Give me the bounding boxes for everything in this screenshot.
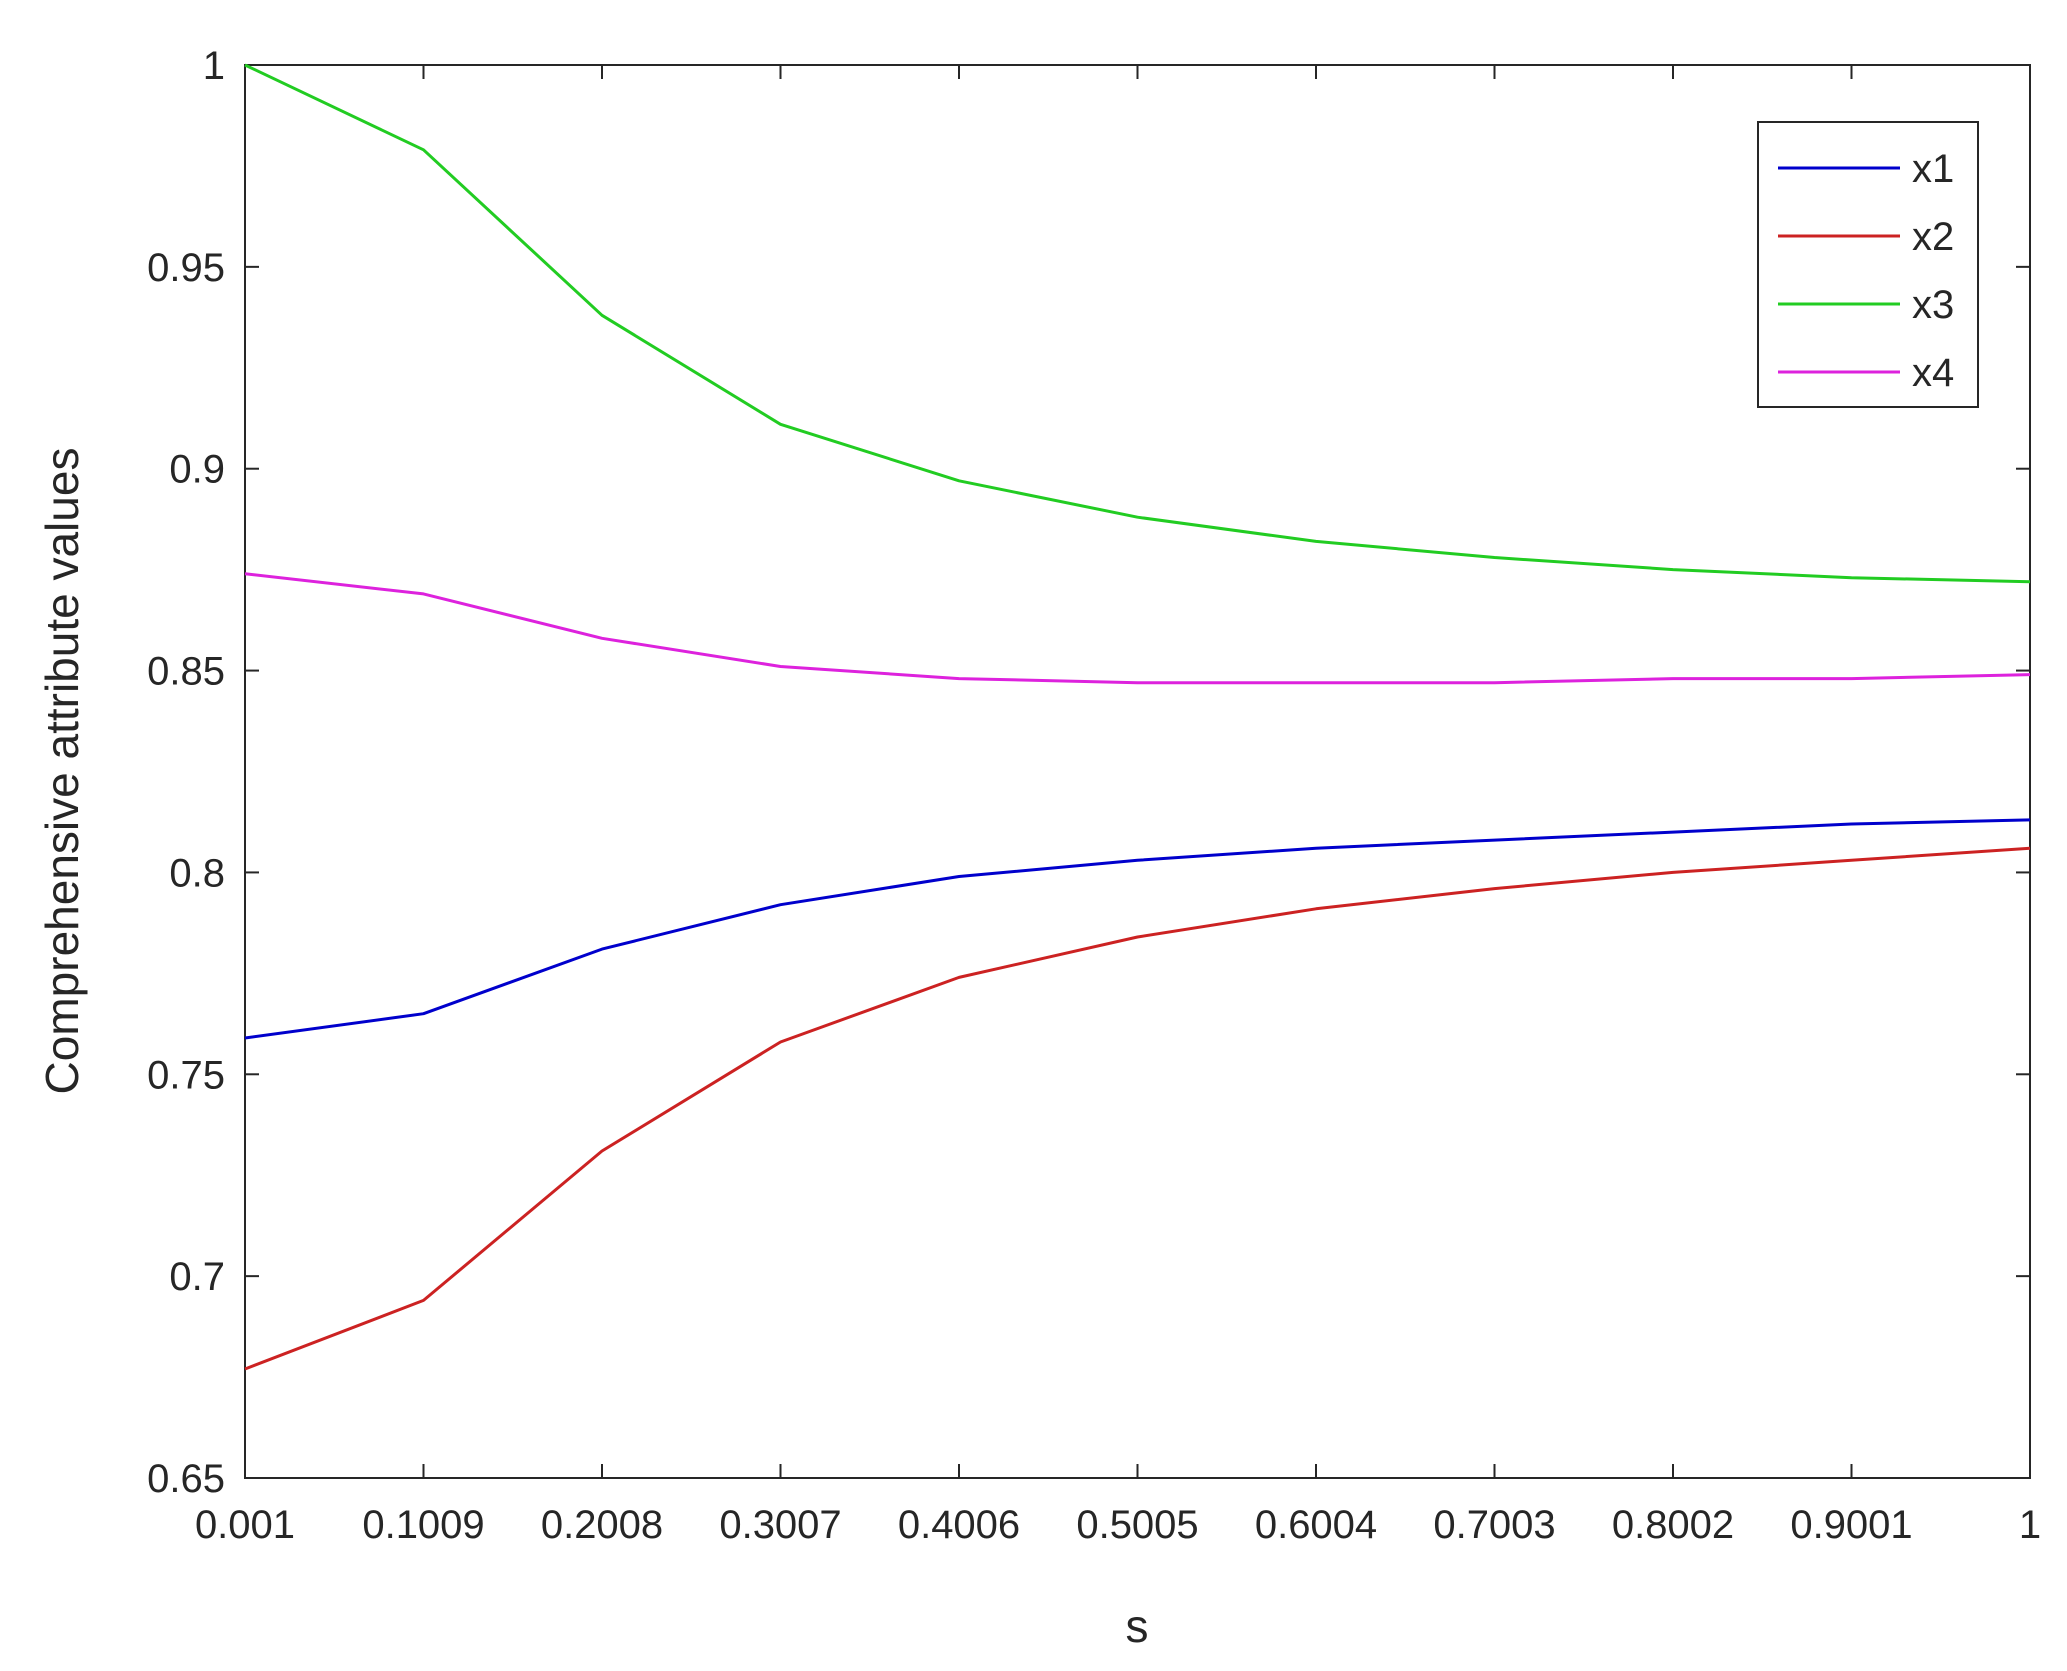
legend-label-x4: x4 [1912, 351, 1954, 395]
series-lines [244, 63, 2031, 1371]
x-axis-label: s [1126, 1600, 1149, 1652]
y-axis-label: Comprehensive attribute values [36, 448, 88, 1095]
x-tick-label: 0.4006 [898, 1503, 1020, 1547]
y-tick-label: 0.75 [147, 1053, 225, 1097]
y-tick-label: 0.7 [169, 1255, 225, 1299]
legend-label-x1: x1 [1912, 147, 1954, 191]
series-line-x4 [244, 572, 2031, 685]
y-tick-label: 0.85 [147, 650, 225, 694]
x-tick-label: 0.2008 [541, 1503, 663, 1547]
y-tick-label: 0.8 [169, 851, 225, 895]
legend: x1 x2 x3 x4 [1757, 121, 1979, 408]
y-axis-ticks: 0.65 0.7 0.75 0.8 0.85 0.9 0.95 1 [147, 44, 2030, 1501]
x-tick-label: 0.3007 [719, 1503, 841, 1547]
y-tick-label: 1 [203, 44, 225, 88]
x-tick-label: 0.5005 [1076, 1503, 1198, 1547]
x-tick-label: 1 [2019, 1503, 2041, 1547]
series-line-x1 [244, 818, 2031, 1040]
y-tick-label: 0.65 [147, 1457, 225, 1501]
x-tick-label: 0.9001 [1790, 1503, 1912, 1547]
x-tick-label: 0.001 [195, 1503, 295, 1547]
legend-label-x3: x3 [1912, 283, 1954, 327]
x-axis-ticks: 0.001 0.1009 0.2008 0.3007 0.4006 0.5005 0.600… [195, 65, 2041, 1547]
x-tick-label: 0.6004 [1255, 1503, 1377, 1547]
series-line-x2 [244, 846, 2031, 1371]
x-tick-label: 0.1009 [362, 1503, 484, 1547]
legend-label-x2: x2 [1912, 215, 1954, 259]
series-line-x3 [244, 63, 2031, 584]
x-tick-label: 0.8002 [1612, 1503, 1734, 1547]
y-tick-label: 0.9 [169, 448, 225, 492]
y-tick-label: 0.95 [147, 246, 225, 290]
x-tick-label: 0.7003 [1433, 1503, 1555, 1547]
plot-area [244, 64, 2031, 1479]
